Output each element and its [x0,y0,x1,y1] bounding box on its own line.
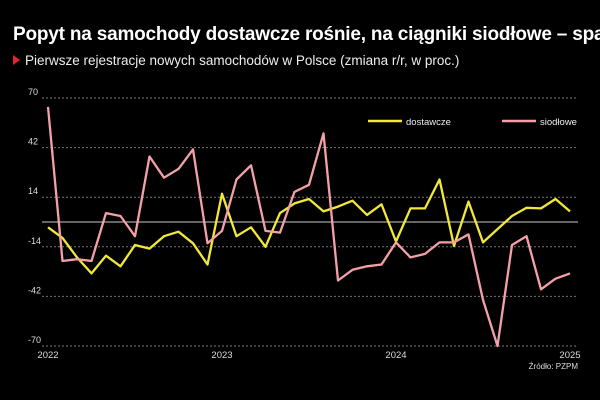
y-tick-label: -70 [28,335,41,345]
y-tick-label: 70 [28,87,38,97]
y-tick-label: 14 [28,186,38,196]
x-tick-label: 2024 [385,350,406,361]
chart-title: Popyt na samochody dostawcze rośnie, na … [13,24,600,45]
series-line-dostawcze [47,178,571,275]
legend-label: dostawcze [406,117,451,128]
source-note: Źródło: PZPM [528,362,578,371]
x-tick-label: 2023 [211,350,232,361]
x-tick-label: 2022 [37,350,58,361]
x-tick-label: 2025 [559,350,580,361]
subtitle-text: Pierwsze rejestracje nowych samochodów w… [25,53,460,68]
legend-label: siodłowe [540,117,577,128]
y-tick-label: -42 [28,285,41,295]
series-line-siodlowe [46,106,571,348]
chart-subtitle: Pierwsze rejestracje nowych samochodów w… [13,53,459,68]
triangle-bullet-icon [13,55,20,65]
y-tick-label: 42 [28,137,38,147]
y-tick-label: -14 [28,236,41,246]
